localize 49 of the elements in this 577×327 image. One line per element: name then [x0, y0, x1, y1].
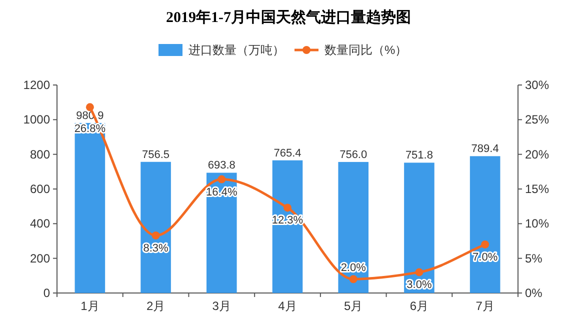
y-tick-label: 0	[43, 286, 50, 300]
bar	[470, 156, 500, 293]
y-tick-label: 1000	[23, 112, 50, 127]
bar	[206, 172, 237, 293]
x-tick-label: 2月	[146, 299, 166, 313]
data-label: 789.4	[471, 143, 499, 156]
point	[415, 268, 424, 276]
legend-label: 数量同比（%）	[324, 43, 408, 57]
data-label: 7.0%	[472, 251, 498, 264]
data-label: 693.8	[208, 160, 236, 172]
x-tick-label: 6月	[410, 299, 429, 313]
x-tick-label: 7月	[476, 299, 494, 313]
data-label: 765.4	[274, 147, 302, 160]
bar	[140, 162, 171, 293]
legend-label: 进口数量（万吨）	[188, 43, 284, 57]
data-label: 756.0	[340, 148, 368, 161]
y-tick-label: 600	[30, 182, 50, 196]
y2-tick-label: 30%	[525, 78, 550, 92]
y2-tick-label: 0%	[525, 286, 543, 300]
x-tick-label: 4月	[278, 299, 297, 313]
point	[152, 231, 160, 240]
y-tick-label: 200	[30, 251, 50, 266]
x-tick-label: 3月	[212, 299, 231, 313]
point	[86, 103, 94, 112]
data-label: 3.0%	[406, 279, 432, 292]
y2-tick-label: 10%	[525, 216, 550, 231]
point	[284, 204, 292, 212]
point	[349, 275, 358, 284]
bar	[74, 122, 106, 293]
bar	[404, 162, 434, 293]
y2-tick-label: 25%	[525, 112, 550, 127]
y-tick-label: 400	[30, 216, 50, 231]
bar	[338, 162, 369, 293]
data-label: 8.3%	[143, 242, 169, 254]
point	[218, 175, 226, 184]
y2-tick-label: 15%	[525, 182, 550, 196]
data-label: 2.0%	[340, 262, 366, 274]
bar	[272, 160, 303, 293]
y2-tick-label: 5%	[525, 251, 543, 266]
chart-title: 2019年1-7月中国天然气进口量趋势图	[166, 9, 411, 26]
data-label: 751.8	[405, 150, 433, 162]
point	[481, 240, 490, 248]
data-label: 756.5	[142, 148, 170, 161]
x-tick-label: 5月	[344, 299, 363, 313]
data-label: 16.4%	[206, 186, 238, 198]
y2-tick-label: 20%	[525, 147, 550, 162]
x-tick-label: 1月	[80, 299, 100, 313]
y-tick-label: 1200	[23, 78, 50, 92]
y-tick-label: 800	[30, 147, 50, 162]
